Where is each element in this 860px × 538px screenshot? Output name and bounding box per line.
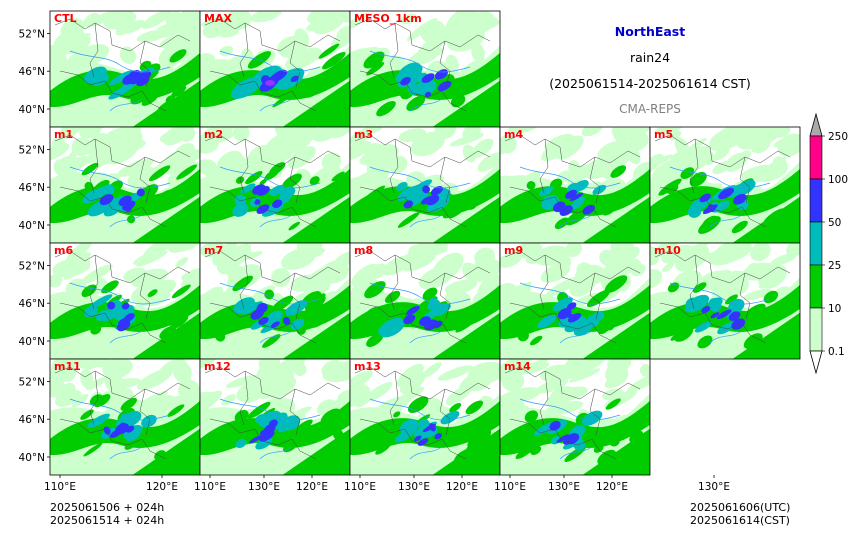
lon-tick-label: 130°E	[548, 481, 580, 493]
map-panel: m14 110°E 120°E 130°E	[494, 358, 730, 493]
panel-label: m3	[354, 128, 373, 141]
map-panel: CTL 52°N 46°N 40°N	[19, 10, 201, 128]
map-panel: m5	[649, 126, 801, 244]
lat-tick-label: 40°N	[19, 452, 45, 464]
map-panel: MESO_1km	[349, 10, 501, 128]
panel-label: m11	[54, 360, 81, 373]
map-panel: m4	[499, 126, 651, 244]
panel-label: m12	[204, 360, 231, 373]
colorbar: 250 100 50 25 10 0.1	[809, 112, 848, 375]
map-panel: m2	[199, 126, 351, 244]
valid-time-cst: 2025061614(CST)	[690, 514, 790, 527]
lon-tick-label: 130°E	[398, 481, 430, 493]
panel-label: CTL	[54, 12, 77, 25]
lat-tick-label: 46°N	[19, 182, 45, 194]
period-title: (2025061514-2025061614 CST)	[549, 76, 751, 91]
colorbar-tick-label: 100	[828, 174, 848, 186]
lat-tick-label: 40°N	[19, 336, 45, 348]
lon-tick-label: 130°E	[248, 481, 280, 493]
map-panel: m8	[349, 242, 501, 360]
map-panel: m11 52°N 46°N 40°N 110°E 120°E 130°E	[19, 358, 280, 493]
panel-label: m13	[354, 360, 381, 373]
colorbar-tick-label: 0.1	[828, 346, 845, 358]
map-panel: m3	[349, 126, 501, 244]
lon-tick-label: 110°E	[194, 481, 226, 493]
map-panel: m12 110°E 120°E 130°E	[194, 358, 430, 493]
map-panel: m13 110°E 120°E 130°E	[344, 358, 580, 493]
colorbar-segment	[809, 178, 823, 223]
panel-label: MAX	[204, 12, 232, 25]
colorbar-extend-min	[809, 350, 823, 375]
panel-label: m1	[54, 128, 73, 141]
colorbar-segment	[809, 264, 823, 309]
map-panel: m9	[499, 242, 651, 360]
lat-tick-label: 46°N	[19, 66, 45, 78]
lat-tick-label: 40°N	[19, 104, 45, 116]
lon-tick-label: 120°E	[446, 481, 478, 493]
colorbar-tick-label: 50	[828, 217, 841, 229]
panel-label: m14	[504, 360, 531, 373]
panel-label: m10	[654, 244, 681, 257]
lat-tick-label: 40°N	[19, 220, 45, 232]
panel-label: MESO_1km	[354, 12, 422, 25]
colorbar-tick-label: 25	[828, 260, 841, 272]
colorbar-extend-max	[809, 112, 823, 137]
colorbar-segment	[809, 135, 823, 180]
map-panel: m10	[649, 242, 801, 360]
lat-tick-label: 52°N	[19, 144, 45, 156]
colorbar-segment	[809, 307, 823, 352]
colorbar-tick-label: 10	[828, 303, 841, 315]
init-time-line1: 2025061506 + 024h	[50, 501, 165, 514]
panel-label: m8	[354, 244, 373, 257]
lat-tick-label: 52°N	[19, 260, 45, 272]
valid-time-utc: 2025061606(UTC)	[690, 501, 791, 514]
map-panel: MAX	[199, 10, 351, 128]
colorbar-segment	[809, 221, 823, 266]
lat-tick-label: 52°N	[19, 28, 45, 40]
map-panel: m7	[199, 242, 351, 360]
region-title: NorthEast	[614, 24, 686, 39]
panel-label: m4	[504, 128, 523, 141]
source-title: CMA-REPS	[619, 102, 681, 116]
panel-label: m2	[204, 128, 223, 141]
init-time-line2: 2025061514 + 024h	[50, 514, 165, 527]
lon-tick-label: 120°E	[146, 481, 178, 493]
panel-label: m7	[204, 244, 223, 257]
map-panel: m6 52°N 46°N 40°N	[19, 242, 201, 360]
colorbar-tick-label: 250	[828, 131, 848, 143]
variable-title: rain24	[629, 50, 671, 65]
lon-tick-label: 120°E	[596, 481, 628, 493]
lon-tick-label: 110°E	[344, 481, 376, 493]
lat-tick-label: 52°N	[19, 376, 45, 388]
map-panel: m1 52°N 46°N 40°N	[19, 126, 201, 244]
panel-label: m9	[504, 244, 523, 257]
lat-tick-label: 46°N	[19, 298, 45, 310]
lon-tick-label: 120°E	[296, 481, 328, 493]
panel-label: m6	[54, 244, 73, 257]
panel-label: m5	[654, 128, 673, 141]
lon-tick-label: 110°E	[44, 481, 76, 493]
lat-tick-label: 46°N	[19, 414, 45, 426]
lon-tick-label: 130°E	[698, 481, 730, 493]
lon-tick-label: 110°E	[494, 481, 526, 493]
